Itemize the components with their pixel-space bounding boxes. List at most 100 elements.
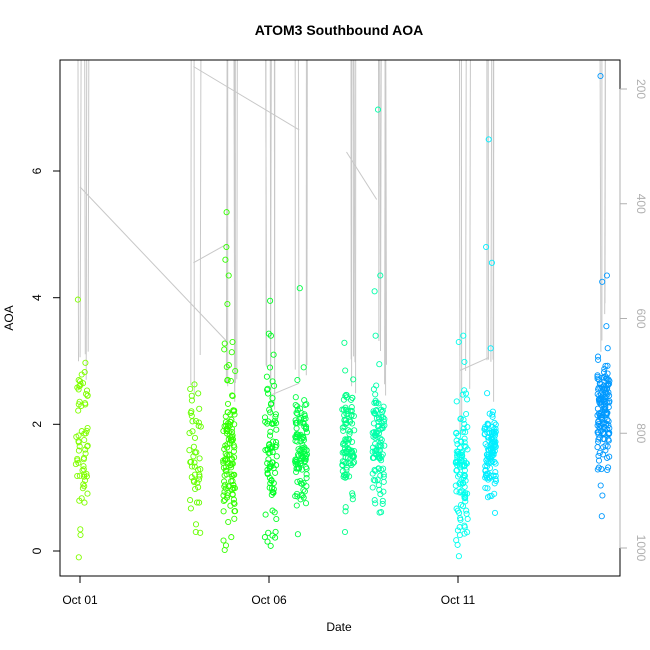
data-point <box>84 443 91 450</box>
data-point <box>453 505 460 512</box>
data-point <box>300 419 307 426</box>
data-point <box>229 486 236 493</box>
data-point <box>301 444 308 451</box>
data-point <box>292 401 299 409</box>
data-point <box>294 461 301 468</box>
data-point <box>341 471 348 479</box>
data-point <box>492 469 499 476</box>
data-point <box>349 492 356 499</box>
data-point <box>376 455 383 462</box>
data-point <box>341 339 348 346</box>
data-point <box>298 457 305 464</box>
data-point <box>193 449 200 456</box>
data-point <box>349 394 356 401</box>
data-point <box>454 541 461 548</box>
data-point <box>75 377 82 384</box>
x-axis: Oct 01 Oct 06 Oct 11 <box>62 575 476 607</box>
data-point <box>221 546 228 554</box>
data-point <box>375 451 383 458</box>
data-point <box>227 418 234 425</box>
data-point <box>273 515 280 523</box>
data-point <box>222 450 229 457</box>
data-point <box>264 385 271 392</box>
y-tick-label: 2 <box>30 421 44 428</box>
data-point <box>225 272 232 279</box>
data-point <box>594 353 602 360</box>
data-point <box>349 496 356 503</box>
data-point <box>346 436 353 443</box>
data-point <box>351 427 358 434</box>
data-point <box>270 465 277 472</box>
data-point <box>267 297 274 304</box>
data-point <box>192 417 200 425</box>
right-tick-label: 1000 <box>634 535 648 562</box>
data-point <box>374 106 382 113</box>
data-point <box>461 358 468 365</box>
data-point <box>463 410 470 418</box>
data-point <box>461 522 468 529</box>
data-point <box>84 490 91 497</box>
data-point <box>75 407 82 414</box>
profile-line <box>384 59 386 385</box>
data-point <box>191 463 198 470</box>
y-axis-left: 0 2 4 6 <box>30 167 61 554</box>
data-point <box>226 440 234 447</box>
data-point <box>381 442 388 449</box>
data-point <box>222 467 229 474</box>
x-tick-label: Oct 01 <box>62 593 98 607</box>
data-point <box>80 463 87 470</box>
data-point <box>303 471 310 478</box>
data-point <box>300 420 307 427</box>
y-tick-label: 4 <box>30 294 44 301</box>
profile-line <box>465 59 467 372</box>
data-point <box>372 477 379 484</box>
data-point <box>377 272 384 279</box>
profile-line <box>469 59 471 389</box>
data-point <box>342 421 349 428</box>
data-point <box>230 499 237 506</box>
data-point <box>345 427 352 434</box>
data-point <box>293 425 300 432</box>
data-point <box>266 442 273 449</box>
data-point <box>489 411 496 418</box>
data-point <box>380 471 387 478</box>
data-point <box>605 436 612 443</box>
data-point <box>377 491 384 498</box>
data-point <box>342 436 349 443</box>
data-point <box>74 457 81 464</box>
data-point <box>221 340 228 347</box>
data-point <box>453 430 460 437</box>
data-point <box>372 440 379 447</box>
data-point <box>373 407 380 414</box>
data-point <box>370 454 377 461</box>
profile-line <box>379 59 381 350</box>
profile-line <box>604 59 606 315</box>
data-point <box>231 411 238 418</box>
data-point <box>482 471 490 478</box>
data-point <box>378 436 385 443</box>
data-point <box>350 376 357 383</box>
data-point <box>261 534 268 541</box>
data-point <box>228 534 235 541</box>
data-point <box>292 419 299 426</box>
data-point <box>271 417 278 424</box>
data-point <box>379 414 387 421</box>
data-point <box>197 423 204 430</box>
y-tick-label: 6 <box>30 167 44 174</box>
data-point <box>596 398 603 405</box>
data-point <box>341 528 349 536</box>
data-point <box>376 447 383 454</box>
data-point <box>342 367 349 374</box>
data-point <box>273 453 280 460</box>
data-point <box>267 428 274 435</box>
right-tick-label: 800 <box>634 423 648 443</box>
data-point <box>595 356 602 363</box>
data-point <box>377 472 384 479</box>
data-point <box>262 418 269 425</box>
data-point <box>302 500 310 507</box>
data-point <box>372 332 379 339</box>
profile-line <box>268 382 300 397</box>
data-point <box>75 447 82 454</box>
data-point <box>492 476 499 483</box>
data-point <box>188 397 195 404</box>
